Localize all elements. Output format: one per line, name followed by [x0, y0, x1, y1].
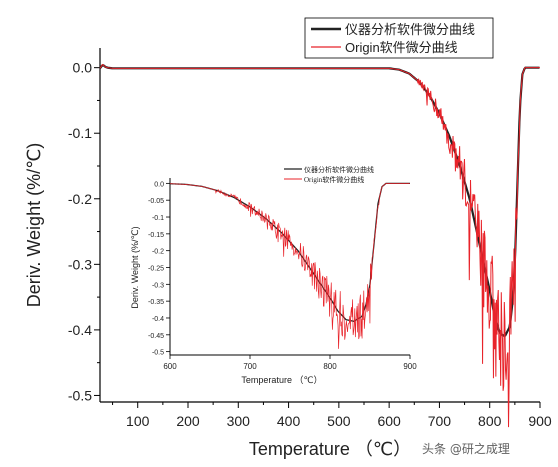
inset-background — [170, 178, 410, 355]
inset-y-tick-label: -0.25 — [148, 266, 164, 273]
inset-y-tick-label: -0.3 — [152, 282, 164, 289]
main-x-tick-label: 400 — [277, 413, 301, 429]
inset-series-origin-line — [169, 183, 410, 349]
main-series-origin-line — [99, 63, 540, 428]
inset-y-tick-label: -0.35 — [148, 299, 164, 306]
inset-y-tick-label: -0.05 — [148, 198, 164, 205]
main-y-tick-label: -0.4 — [68, 322, 92, 338]
main-legend: 仪器分析软件微分曲线 Origin软件微分曲线 — [304, 17, 494, 59]
main-y-tick-label: -0.2 — [68, 191, 92, 207]
main-y-tick-label: -0.1 — [68, 125, 92, 141]
inset-y-tick-label: 0.0 — [154, 181, 164, 188]
inset-y-tick-label: -0.15 — [148, 232, 164, 239]
main-y-axis-title: Deriv. Weight (%/℃) — [24, 143, 44, 308]
main-x-tick-label: 800 — [478, 413, 502, 429]
inset-legend-label-origin: Origin软件微分曲线 — [304, 175, 364, 184]
main-x-tick-label: 200 — [176, 413, 200, 429]
main-legend-label-device: 仪器分析软件微分曲线 — [345, 22, 475, 37]
watermark-text: 头条 @研之成理 — [422, 442, 510, 456]
inset-x-tick-label: 700 — [243, 362, 257, 371]
main-y-tick-label: -0.3 — [68, 256, 92, 272]
main-x-axis-title: Temperature （℃） — [249, 439, 411, 459]
main-x-tick-label: 600 — [377, 413, 401, 429]
inset-plot: 600 700 800 900 0.0 -0.05 -0.1 -0.15 -0.2 -0.25 -0… — [130, 165, 417, 385]
inset-y-tick-label: -0.2 — [152, 249, 164, 256]
main-plot: 100 200 300 400 500 600 700 800 900 0.0 -0.1 -0.2 -0… — [24, 17, 552, 459]
main-y-tick-label: -0.5 — [68, 387, 92, 403]
main-x-tick-label: 300 — [227, 413, 251, 429]
inset-y-tick-label: -0.1 — [152, 215, 164, 222]
inset-x-tick-label: 600 — [163, 362, 177, 371]
inset-y-tick-label: -0.5 — [152, 350, 164, 357]
main-y-tick-label: 0.0 — [73, 60, 93, 76]
inset-y-tick-label: -0.4 — [152, 316, 164, 323]
inset-x-tick-label: 800 — [323, 362, 337, 371]
inset-y-tick-label: -0.45 — [148, 333, 164, 340]
inset-x-tick-label: 900 — [403, 362, 417, 371]
main-x-tick-label: 100 — [126, 413, 150, 429]
main-legend-label-origin: Origin软件微分曲线 — [345, 40, 458, 55]
inset-legend-label-device: 仪器分析软件微分曲线 — [304, 165, 374, 174]
main-x-tick-label: 900 — [528, 413, 552, 429]
inset-x-axis-title: Temperature （℃） — [241, 375, 322, 385]
main-legend-box — [304, 17, 494, 59]
main-x-tick-label: 500 — [327, 413, 351, 429]
inset-y-axis-title: Deriv. Weight (%/℃) — [130, 226, 140, 308]
main-x-tick-label: 700 — [428, 413, 452, 429]
